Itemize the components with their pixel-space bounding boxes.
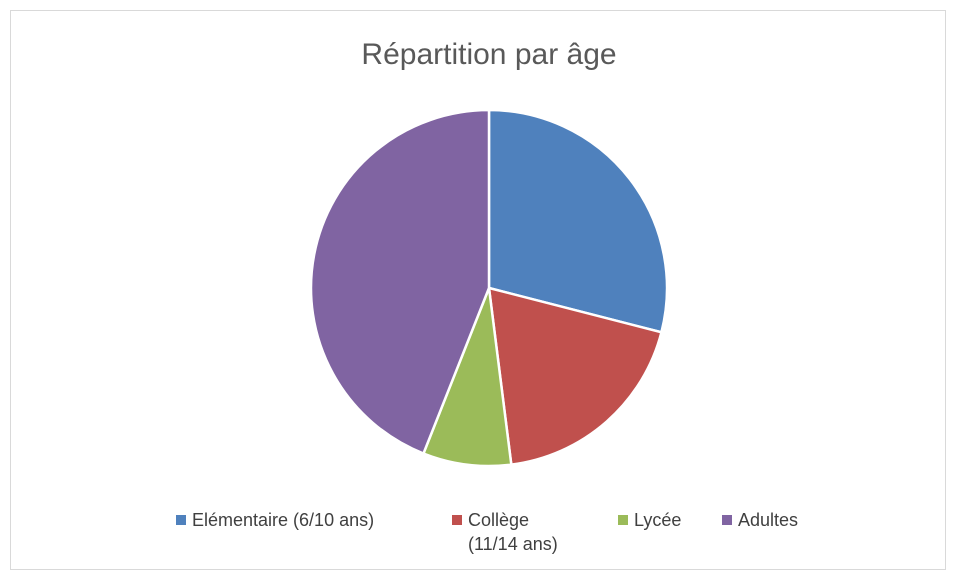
pie-slice <box>309 108 491 456</box>
legend-label: Adultes <box>738 510 799 530</box>
legend-item: Adultes <box>722 508 798 532</box>
legend-item: Elémentaire (6/10 ans) <box>176 508 374 532</box>
legend-label: Collège (11/14 ans) <box>468 510 558 554</box>
pie-slice <box>487 286 663 466</box>
legend-item: Lycée <box>618 508 681 532</box>
legend-swatch <box>722 515 732 525</box>
pie-slice <box>421 287 513 468</box>
legend-swatch <box>618 515 628 525</box>
legend-label: Elémentaire (6/10 ans) <box>192 510 375 530</box>
pie-slice <box>487 108 669 334</box>
legend-swatch <box>452 515 462 525</box>
legend-item: Collège (11/14 ans) <box>452 508 583 556</box>
legend-swatch <box>176 515 186 525</box>
legend-label: Lycée <box>634 510 682 530</box>
chart-frame <box>10 10 946 570</box>
chart-title: Répartition par âge <box>361 38 616 71</box>
